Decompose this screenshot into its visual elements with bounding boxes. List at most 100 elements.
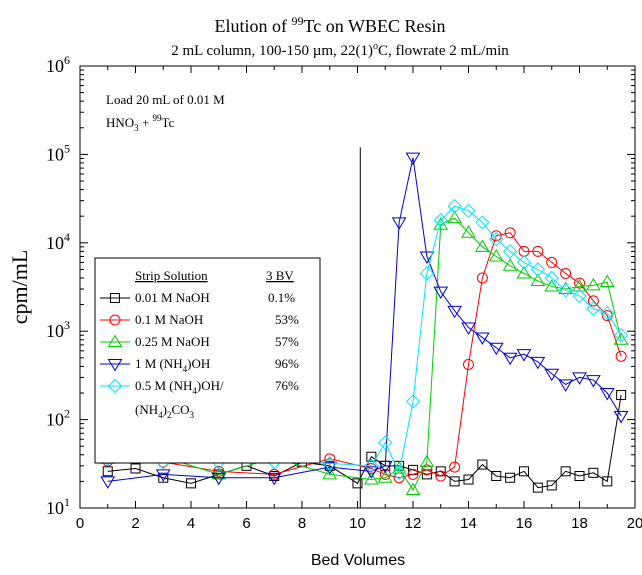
x-tick-label: 20 (627, 515, 642, 532)
data-point (268, 468, 280, 480)
legend-value-4: 76% (275, 378, 299, 393)
x-tick-label: 14 (460, 515, 477, 532)
data-point (544, 270, 559, 286)
legend-header-3bv: 3 BV (266, 268, 294, 283)
data-point (433, 213, 448, 228)
data-point (532, 482, 543, 493)
data-point (419, 266, 435, 281)
x-axis-label: Bed Volumes (311, 552, 405, 569)
y-tick-label: 104 (46, 230, 70, 253)
data-point (572, 372, 587, 385)
data-point (419, 251, 435, 264)
x-tick-label: 16 (516, 515, 533, 532)
annotation-hno: HNO (106, 115, 134, 130)
data-point (615, 350, 627, 362)
legend-value-1: 53% (275, 312, 299, 327)
data-point (378, 435, 393, 450)
data-point (463, 474, 474, 485)
title-suffix: on WBEC Resin (321, 16, 445, 36)
legend-swatch-marker-2 (107, 334, 123, 347)
data-point (419, 454, 435, 468)
data-point (211, 472, 227, 486)
data-point (461, 225, 476, 238)
data-point (447, 305, 463, 319)
data-point (616, 389, 627, 400)
title-isotope-mass: 99 (292, 14, 304, 28)
data-point (504, 227, 516, 239)
data-point (546, 256, 558, 268)
load-annotation-line1: Load 20 mL of 0.01 M (106, 92, 225, 107)
data-point (502, 258, 518, 271)
y-tick-label: 105 (46, 141, 70, 164)
data-point (322, 456, 337, 471)
data-point (447, 198, 462, 214)
data-point (435, 470, 447, 482)
data-point (585, 375, 601, 388)
legend-swatch-marker-3 (107, 359, 123, 372)
series-1 (102, 227, 627, 484)
legend-label-4: 0.5 M (NH4)OH/ (135, 378, 224, 396)
chart-subtitle: 2 mL column, 100-150 µm, 22(1)oC, flowra… (171, 41, 509, 59)
data-point (516, 265, 532, 279)
data-point (613, 328, 629, 343)
data-point (601, 310, 613, 322)
data-point (613, 410, 629, 424)
data-point (546, 480, 557, 491)
legend-label-2: 0.25 M NaOH (135, 334, 210, 349)
data-point (421, 464, 433, 476)
y-tick-label: 103 (46, 318, 70, 341)
data-point (587, 295, 599, 307)
data-point (322, 466, 338, 480)
data-point (558, 283, 573, 298)
annotation-plus: + (139, 115, 153, 130)
data-point (405, 482, 421, 495)
data-point (488, 342, 504, 356)
data-point (377, 470, 393, 483)
data-point (558, 379, 574, 392)
data-point (155, 469, 171, 482)
data-point (560, 466, 571, 477)
data-point (363, 466, 379, 479)
subtitle-degree: o (373, 41, 378, 52)
y-tick-label: 106 (46, 53, 70, 76)
data-point (532, 245, 544, 257)
data-point (461, 322, 476, 336)
data-point (530, 356, 546, 370)
x-tick-label: 10 (349, 515, 366, 532)
data-point (505, 472, 516, 483)
data-point (491, 471, 502, 482)
data-point (476, 272, 488, 284)
data-point (352, 478, 363, 489)
data-point (530, 273, 546, 286)
data-point (519, 466, 529, 477)
series-3 (100, 152, 629, 489)
data-point (447, 210, 463, 224)
data-point (574, 277, 585, 289)
data-point (530, 262, 546, 277)
data-point (602, 476, 613, 487)
data-point (364, 458, 379, 474)
series-line-2 (107, 217, 622, 491)
legend-header-strip-solution: Strip Solution (135, 268, 208, 283)
legend-swatch-marker-0 (110, 293, 120, 303)
x-tick-label: 8 (298, 515, 306, 532)
subtitle-part2: C, flowrate 2 mL/min (378, 43, 509, 59)
data-point (391, 217, 407, 230)
data-point (600, 305, 615, 321)
legend-value-2: 57% (275, 334, 299, 349)
data-point (186, 478, 196, 489)
data-point (158, 472, 169, 483)
legend: Strip Solution 3 BV 0.01 M NaOH 0.1% 0.1… (94, 257, 321, 464)
data-point (449, 476, 460, 487)
data-point (489, 231, 504, 247)
data-point (407, 468, 419, 480)
x-tick-label: 2 (131, 515, 139, 532)
data-point (588, 467, 599, 478)
load-annotation-line2: HNO3 + 99Tc (106, 113, 175, 133)
data-point (586, 301, 601, 316)
legend-swatches (100, 293, 130, 394)
data-point (502, 352, 518, 366)
data-point (585, 277, 601, 291)
data-point (377, 460, 393, 474)
